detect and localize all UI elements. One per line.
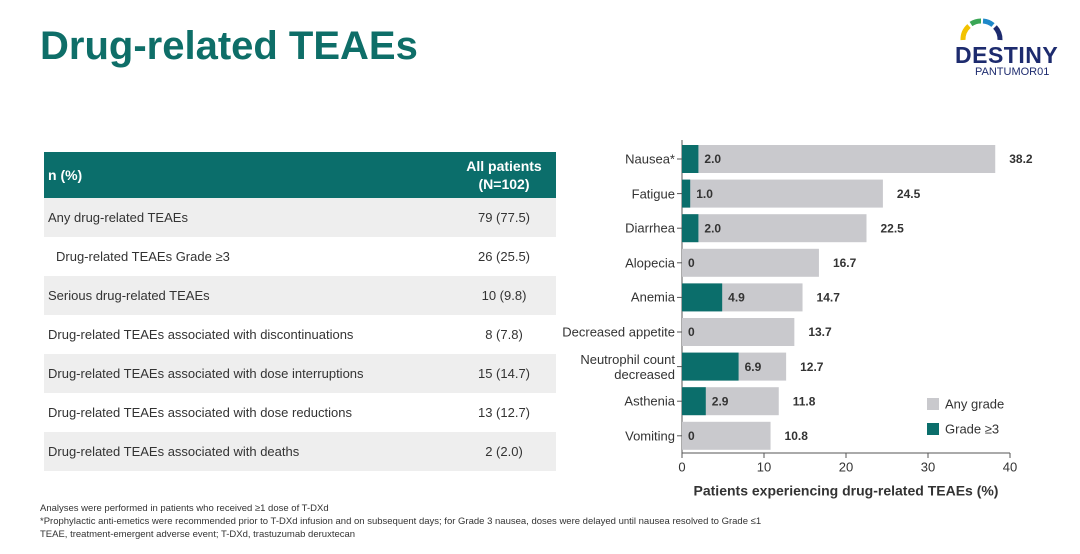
table-row: Drug-related TEAEs associated with disco… — [44, 315, 556, 354]
value-label: 13.7 — [808, 325, 832, 339]
value-label: 6.9 — [745, 360, 762, 374]
bar — [682, 248, 819, 277]
bar — [682, 214, 867, 243]
category-label: Anemia — [630, 289, 675, 305]
bar — [682, 421, 771, 450]
footnote: TEAE, treatment-emergent adverse event; … — [40, 529, 356, 540]
cell: 79 (77.5) — [477, 210, 531, 225]
cell: 10 (9.8) — [481, 288, 527, 303]
table-row: Drug-related TEAEs associated with death… — [44, 432, 556, 471]
legend-swatch — [927, 423, 939, 435]
category-label: Decreased appetite — [562, 324, 675, 340]
bar — [682, 145, 699, 173]
category-label: Diarrhea — [625, 220, 675, 236]
category-label: Alopecia — [625, 255, 675, 271]
column-header: All patients (N=102) — [466, 158, 542, 192]
bar — [682, 145, 996, 173]
category-label: Nausea* — [625, 151, 675, 167]
cell: Drug-related TEAEs associated with death… — [48, 444, 300, 459]
value-label: 11.8 — [793, 394, 816, 408]
value-label: 14.7 — [817, 291, 841, 305]
table-header: n (%) All patients (N=102) — [44, 152, 556, 198]
bar — [682, 179, 691, 208]
value-label: 38.2 — [1009, 152, 1033, 166]
cell: Drug-related TEAEs associated with dose … — [48, 366, 364, 381]
value-label: 0 — [688, 429, 695, 443]
value-label: 22.5 — [881, 221, 905, 235]
x-tick-label: 0 — [678, 459, 685, 474]
bar — [682, 352, 739, 381]
value-label: 12.7 — [800, 360, 824, 374]
table-row: Drug-related TEAEs associated with dose … — [44, 354, 556, 393]
value-label: 0 — [688, 325, 695, 339]
footnote: *Prophylactic anti-emetics were recommen… — [40, 516, 762, 527]
bar — [682, 387, 706, 416]
logo-name: DESTINY — [955, 42, 1059, 68]
cell: 15 (14.7) — [477, 366, 531, 381]
column-header: n (%) — [48, 167, 83, 183]
x-tick-label: 10 — [757, 459, 771, 474]
value-label: 4.9 — [728, 291, 745, 305]
table-row: Drug-related TEAEs associated with dose … — [44, 393, 556, 432]
cell: 8 (7.8) — [485, 327, 523, 342]
cell: Drug-related TEAEs associated with disco… — [48, 327, 354, 342]
bar — [682, 214, 699, 243]
cell: Serious drug-related TEAEs — [48, 288, 210, 303]
legend-label: Grade ≥3 — [945, 421, 999, 436]
legend-label: Any grade — [945, 396, 1004, 411]
legend-swatch — [927, 398, 939, 410]
category-label: Asthenia — [624, 393, 675, 409]
value-label: 10.8 — [785, 429, 809, 443]
cell: 2 (2.0) — [485, 444, 523, 459]
table-row: Drug-related TEAEs Grade ≥3 26 (25.5) — [44, 237, 556, 276]
cell: 26 (25.5) — [477, 249, 531, 264]
value-label: 2.0 — [704, 221, 721, 235]
category-label: Vomiting — [625, 428, 675, 444]
cell: 13 (12.7) — [477, 405, 531, 420]
category-label: Fatigue — [631, 186, 675, 202]
table-row: Any drug-related TEAEs 79 (77.5) — [44, 198, 556, 237]
cell: Any drug-related TEAEs — [48, 210, 188, 225]
value-label: 16.7 — [833, 256, 857, 270]
x-axis-label: Patients experiencing drug-related TEAEs… — [694, 483, 999, 499]
bar — [682, 318, 795, 346]
logo-arcs — [960, 18, 1003, 41]
x-tick-label: 20 — [839, 459, 853, 474]
cell: Drug-related TEAEs associated with dose … — [48, 405, 352, 420]
cell: Drug-related TEAEs Grade ≥3 — [56, 249, 230, 264]
x-tick-label: 40 — [1003, 459, 1017, 474]
logo-subtitle: PANTUMOR01 — [975, 66, 1050, 78]
value-label: 1.0 — [696, 187, 713, 201]
x-tick-label: 30 — [921, 459, 935, 474]
category-label: Neutrophil count decreased — [580, 351, 675, 382]
value-label: 24.5 — [897, 187, 921, 201]
bar — [682, 179, 883, 208]
bar — [682, 283, 723, 312]
value-label: 0 — [688, 256, 695, 270]
table-row: Serious drug-related TEAEs 10 (9.8) — [44, 276, 556, 315]
footnote: Analyses were performed in patients who … — [40, 503, 329, 514]
title: Drug-related TEAEs — [40, 24, 418, 68]
value-label: 2.0 — [704, 152, 721, 166]
value-label: 2.9 — [712, 394, 729, 408]
